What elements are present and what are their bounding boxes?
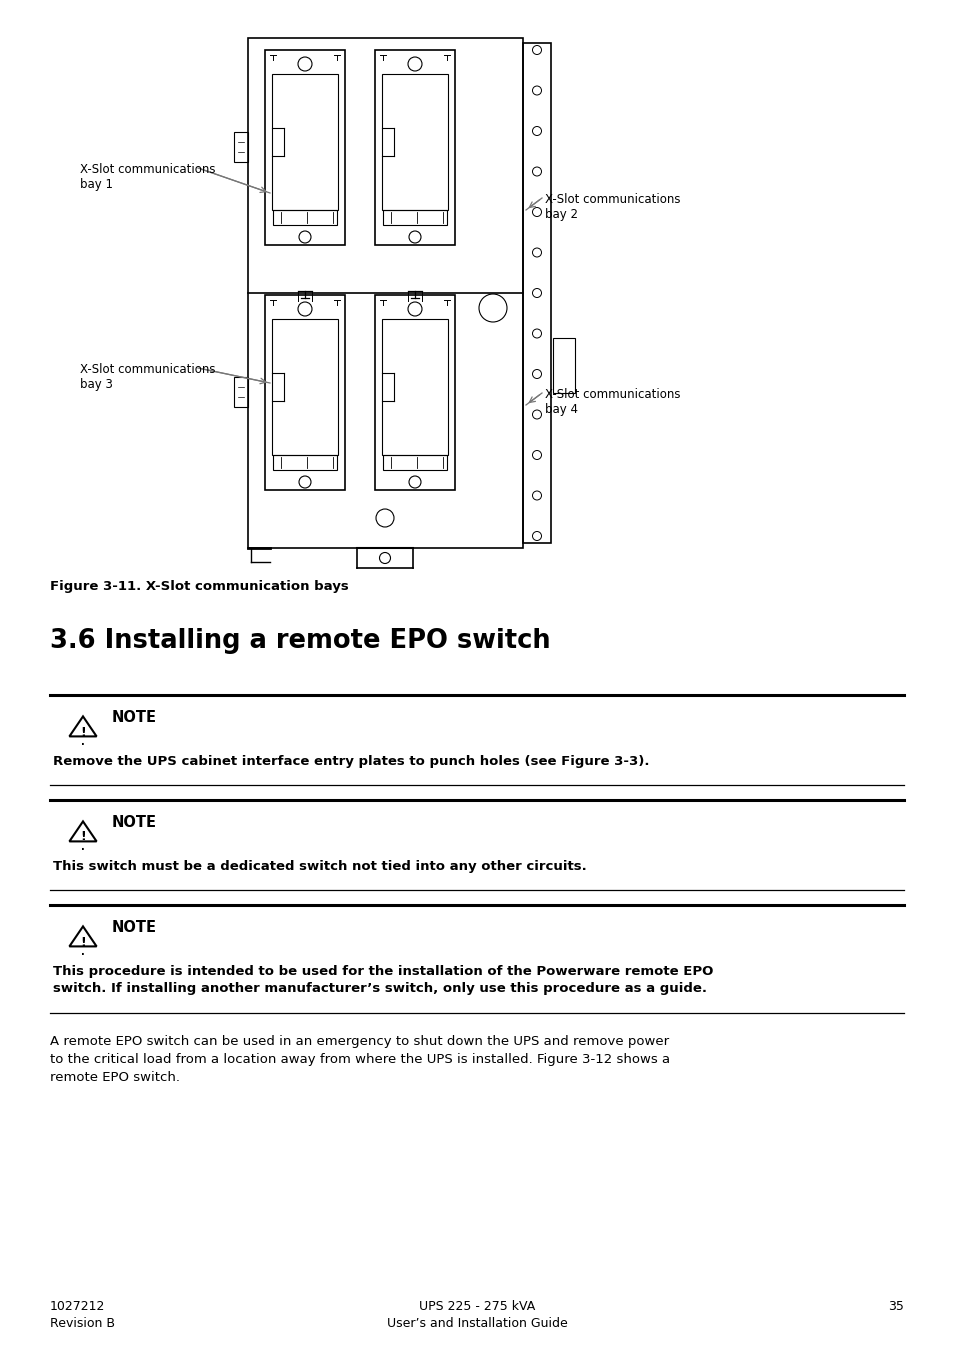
Text: X-Slot communications
bay 2: X-Slot communications bay 2 bbox=[544, 193, 679, 221]
Text: !: ! bbox=[80, 725, 86, 738]
Text: NOTE: NOTE bbox=[112, 919, 157, 936]
Text: 35: 35 bbox=[887, 1300, 903, 1314]
Text: !: ! bbox=[80, 936, 86, 949]
Text: X-Slot communications
bay 1: X-Slot communications bay 1 bbox=[80, 163, 215, 190]
Text: Remove the UPS cabinet interface entry plates to punch holes (see Figure 3-3).: Remove the UPS cabinet interface entry p… bbox=[53, 755, 649, 768]
Text: X-Slot communications
bay 4: X-Slot communications bay 4 bbox=[544, 387, 679, 416]
Text: .: . bbox=[81, 946, 85, 957]
Text: NOTE: NOTE bbox=[112, 710, 157, 725]
Text: UPS 225 - 275 kVA: UPS 225 - 275 kVA bbox=[418, 1300, 535, 1314]
Text: .: . bbox=[81, 737, 85, 747]
Text: !: ! bbox=[80, 830, 86, 844]
Text: Revision B: Revision B bbox=[50, 1318, 115, 1330]
Text: X-Slot communications
bay 3: X-Slot communications bay 3 bbox=[80, 363, 215, 392]
Text: 1027212: 1027212 bbox=[50, 1300, 105, 1314]
Text: User’s and Installation Guide: User’s and Installation Guide bbox=[386, 1318, 567, 1330]
Text: .: . bbox=[81, 842, 85, 852]
Text: A remote EPO switch can be used in an emergency to shut down the UPS and remove : A remote EPO switch can be used in an em… bbox=[50, 1035, 669, 1084]
Text: This switch must be a dedicated switch not tied into any other circuits.: This switch must be a dedicated switch n… bbox=[53, 860, 586, 873]
Text: Figure 3-11. X-Slot communication bays: Figure 3-11. X-Slot communication bays bbox=[50, 580, 349, 593]
Text: 3.6 Installing a remote EPO switch: 3.6 Installing a remote EPO switch bbox=[50, 628, 550, 653]
Text: This procedure is intended to be used for the installation of the Powerware remo: This procedure is intended to be used fo… bbox=[53, 965, 713, 995]
Text: NOTE: NOTE bbox=[112, 815, 157, 830]
